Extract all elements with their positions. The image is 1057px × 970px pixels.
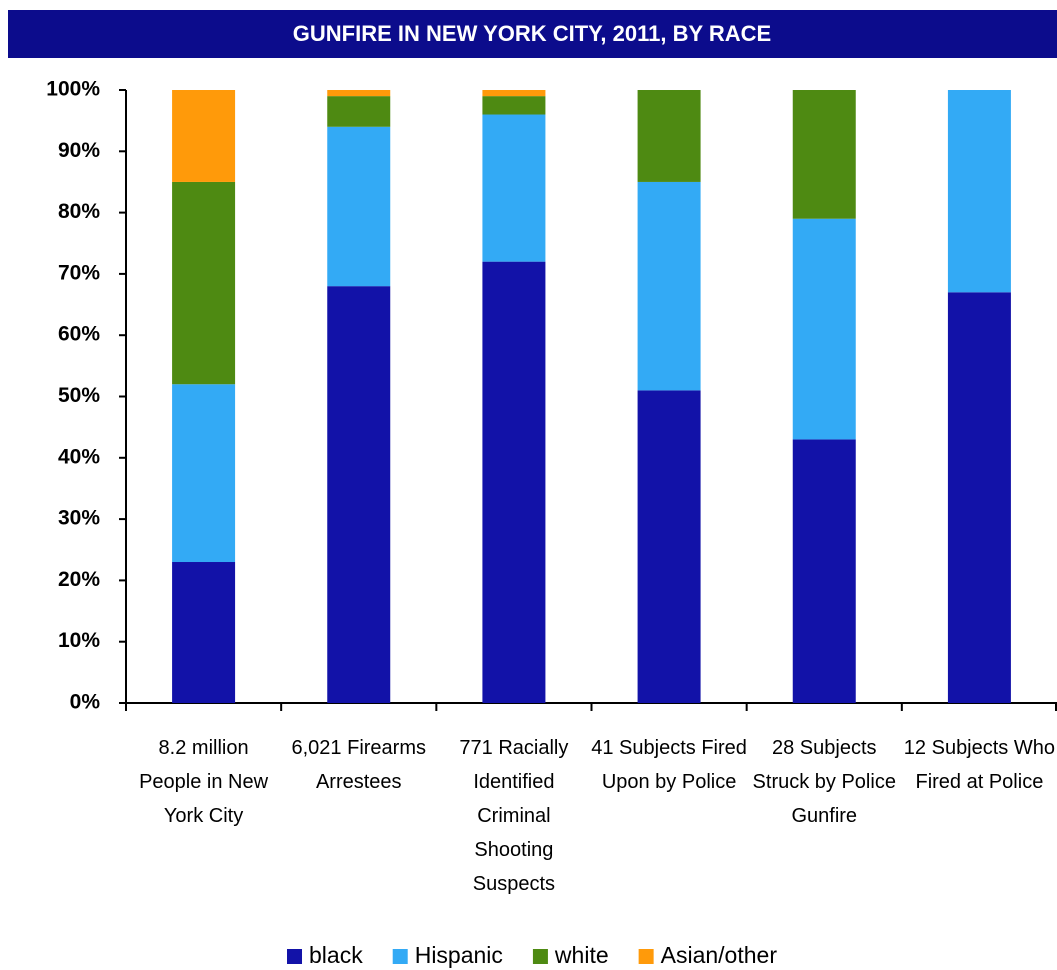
y-tick-label: 0% xyxy=(70,691,101,714)
x-tick-label-box: 771 Racially Identified Criminal Shootin… xyxy=(459,737,569,895)
bar-segment xyxy=(637,181,701,391)
y-tick-label: 10% xyxy=(58,629,100,652)
y-tick-label: 30% xyxy=(58,507,100,530)
bar-segment xyxy=(947,90,1011,293)
y-tick-label: 40% xyxy=(58,445,100,468)
legend-swatch xyxy=(638,949,654,964)
x-tick-label: 8.2 million People in New York City xyxy=(139,737,269,827)
bar-segment xyxy=(482,261,546,703)
y-tick-label: 100% xyxy=(46,78,100,101)
x-tick-label-box: 12 Subjects Who Fired at Police xyxy=(903,737,1055,793)
bar-segment xyxy=(792,218,856,440)
y-tick-label: 80% xyxy=(58,200,100,223)
y-tick-label: 70% xyxy=(58,261,100,284)
bar-segment xyxy=(792,90,856,219)
bar-segment xyxy=(327,286,391,703)
y-tick-label: 50% xyxy=(58,384,100,407)
legend: black Hispanic white Asian/other xyxy=(287,942,777,968)
bar-segment xyxy=(482,90,546,97)
x-tick-label-box: 6,021 Firearms Arrestees xyxy=(291,737,427,793)
x-tick-label: 12 Subjects Who Fired at Police xyxy=(903,737,1055,793)
bar-segment xyxy=(482,114,546,262)
legend-label: Asian/other xyxy=(661,942,778,968)
bar-segment xyxy=(327,126,391,287)
legend-swatch xyxy=(532,949,548,964)
x-tick-label-box: 28 Subjects Struck by Police Gunfire xyxy=(752,737,896,827)
bar-segment xyxy=(327,90,391,97)
legend-swatch xyxy=(392,949,408,964)
bar-segment xyxy=(947,292,1011,703)
bar-segment xyxy=(172,384,236,563)
bar-segment xyxy=(327,96,391,127)
x-tick-label-box: 8.2 million People in New York City xyxy=(139,737,269,827)
x-tick-label: 6,021 Firearms Arrestees xyxy=(291,737,427,793)
legend-label: Hispanic xyxy=(415,942,503,968)
x-tick-label: 41 Subjects Fired Upon by Police xyxy=(591,737,747,793)
bar-segment xyxy=(637,90,701,182)
bar-segment xyxy=(172,181,236,385)
bar-segment xyxy=(172,90,236,182)
y-tick-label: 90% xyxy=(58,139,100,162)
bar-segment xyxy=(482,96,546,115)
legend-label: black xyxy=(309,942,363,968)
y-tick-label: 60% xyxy=(58,323,100,346)
chart-title: GUNFIRE IN NEW YORK CITY, 2011, BY RACE xyxy=(293,21,771,46)
legend-swatch xyxy=(287,949,303,964)
bar-segment xyxy=(172,562,236,703)
y-tick-label: 20% xyxy=(58,568,100,591)
legend-label: white xyxy=(554,942,609,968)
bar-segment xyxy=(792,439,856,703)
x-tick-label: 28 Subjects Struck by Police Gunfire xyxy=(752,737,896,827)
x-tick-label-box: 41 Subjects Fired Upon by Police xyxy=(591,737,747,793)
title-band xyxy=(8,10,1057,58)
x-tick-label: 771 Racially Identified Criminal Shootin… xyxy=(459,737,569,895)
bar-segment xyxy=(637,390,701,703)
